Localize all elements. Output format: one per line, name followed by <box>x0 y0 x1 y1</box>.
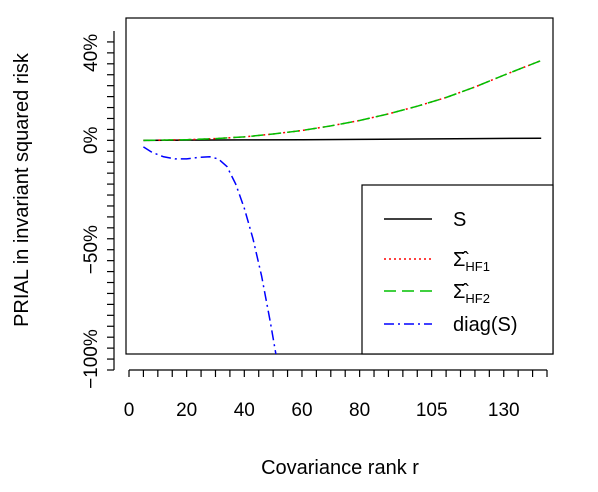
y-tick-label: 0% <box>81 127 102 155</box>
y-tick-label: 40% <box>81 34 102 72</box>
series-line-2 <box>143 59 542 142</box>
x-tick-label: 20 <box>176 400 197 421</box>
x-tick-label: 80 <box>349 400 370 421</box>
x-axis-title: Covariance rank r <box>261 457 419 479</box>
legend: S Σ̂HF1 Σ̂HF2 diag(S) <box>361 184 554 355</box>
x-tick-label: 0 <box>124 400 135 421</box>
legend-label-4: diag(S) <box>453 314 517 336</box>
y-axis-title: PRIAL in invariant squared risk <box>11 52 33 327</box>
y-tick-label: −50% <box>81 225 102 274</box>
series-line-3 <box>143 59 542 142</box>
legend-box <box>361 184 554 355</box>
legend-label-2: Σ̂HF1 <box>453 249 490 274</box>
series-line-4 <box>142 146 277 354</box>
x-tick-label: 130 <box>488 400 520 421</box>
x-tick-label: 60 <box>291 400 312 421</box>
series-line-1 <box>143 137 542 142</box>
y-axis: 40% 0% −50% −100% <box>81 31 115 389</box>
x-tick-label: 105 <box>416 400 448 421</box>
y-tick-label: −100% <box>81 329 102 389</box>
legend-label-3: Σ̂HF2 <box>453 281 490 306</box>
series-layer <box>142 59 542 354</box>
legend-label-1: S <box>453 209 466 231</box>
x-tick-label: 40 <box>234 400 255 421</box>
x-axis: 0 20 40 60 80 105 130 <box>124 369 548 421</box>
